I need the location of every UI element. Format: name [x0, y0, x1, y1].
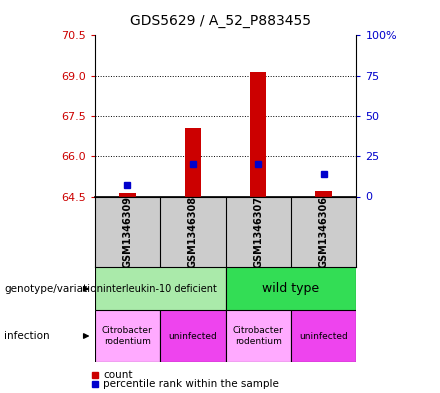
- Text: GSM1346308: GSM1346308: [188, 196, 198, 268]
- Bar: [119, 193, 136, 196]
- Text: percentile rank within the sample: percentile rank within the sample: [103, 379, 279, 389]
- Text: Citrobacter
rodentium: Citrobacter rodentium: [102, 326, 153, 346]
- Text: count: count: [103, 370, 133, 380]
- Text: interleukin-10 deficient: interleukin-10 deficient: [103, 284, 217, 294]
- Text: wild type: wild type: [262, 282, 319, 296]
- Bar: [160, 310, 225, 362]
- Bar: [225, 310, 291, 362]
- Bar: [315, 191, 332, 196]
- Text: Citrobacter
rodentium: Citrobacter rodentium: [233, 326, 284, 346]
- Text: GSM1346306: GSM1346306: [319, 196, 329, 268]
- Text: genotype/variation: genotype/variation: [4, 284, 103, 294]
- Bar: [185, 128, 201, 196]
- Text: uninfected: uninfected: [299, 332, 348, 340]
- Bar: [291, 310, 356, 362]
- Bar: [95, 310, 160, 362]
- Text: uninfected: uninfected: [169, 332, 217, 340]
- Text: GSM1346307: GSM1346307: [253, 196, 263, 268]
- Bar: [225, 267, 356, 310]
- Text: GSM1346309: GSM1346309: [122, 196, 132, 268]
- Bar: [95, 267, 225, 310]
- Bar: [250, 72, 266, 196]
- Text: GDS5629 / A_52_P883455: GDS5629 / A_52_P883455: [129, 14, 311, 28]
- Text: infection: infection: [4, 331, 50, 341]
